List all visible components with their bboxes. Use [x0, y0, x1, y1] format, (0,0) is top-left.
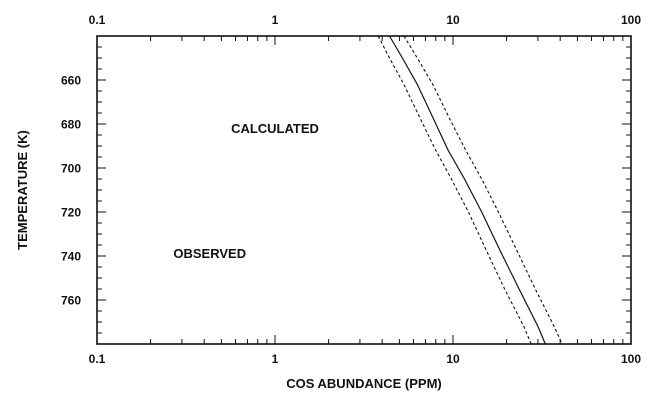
x-tick-label-bottom: 10: [446, 352, 460, 366]
y-tick-label: 720: [61, 206, 81, 220]
y-tick-label: 740: [61, 250, 81, 264]
x-tick-label-top: 10: [446, 13, 460, 27]
series-group: [377, 35, 563, 345]
plot-frame: [96, 35, 632, 345]
y-tick-label: 700: [61, 162, 81, 176]
tick-labels: 0.1 0.1 1 1 10 10 100 100 660 680 700 720 740 760: [61, 13, 641, 366]
series-solid-line: [388, 35, 546, 345]
x-tick-label-top: 1: [272, 13, 279, 27]
x-tick-label-top: 0.1: [89, 13, 106, 27]
annotations: CALCULATED OBSERVED: [173, 121, 319, 261]
annotation-label: CALCULATED: [231, 121, 319, 136]
y-axis-label: TEMPERATURE (K): [15, 130, 30, 250]
x-tick-label-bottom: 0.1: [89, 352, 106, 366]
series-dashed-line: [377, 35, 532, 345]
y-tick-label: 660: [61, 74, 81, 88]
x-tick-label-top: 100: [621, 13, 641, 27]
y-tick-label: 680: [61, 118, 81, 132]
axis-ticks: [96, 35, 632, 345]
y-tick-label: 760: [61, 294, 81, 308]
series-dashed-line: [403, 35, 563, 345]
x-tick-label-bottom: 1: [272, 352, 279, 366]
annotation-label: OBSERVED: [173, 246, 246, 261]
x-tick-label-bottom: 100: [621, 352, 641, 366]
x-axis-label: COS ABUNDANCE (PPM): [286, 376, 442, 391]
